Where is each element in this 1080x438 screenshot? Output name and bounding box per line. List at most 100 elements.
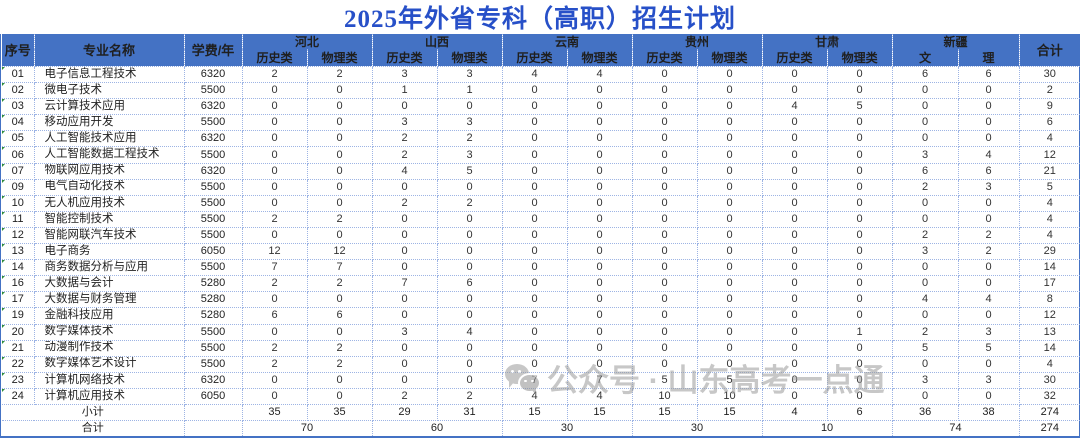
- cell-quota-9: 0: [827, 82, 893, 100]
- cell-quota-9: 1: [827, 324, 893, 341]
- group-total-1: 60: [372, 420, 503, 437]
- cell-row-total: 6: [1019, 114, 1080, 132]
- cell-index: 04: [2, 114, 35, 132]
- comment-marker-icon: [2, 324, 5, 328]
- cell-quota-9: 0: [827, 211, 893, 228]
- cell-quota-4: 0: [502, 195, 568, 212]
- cell-major-name: 金融科技应用: [34, 307, 185, 325]
- cell-index: 16: [2, 275, 35, 293]
- subtotal-value-3: 31: [437, 404, 503, 422]
- cell-quota-8: 0: [762, 82, 828, 100]
- table-frame: 序号 专业名称 学费/年 河北 山西 云南 贵州 甘肃 新疆 合计 历史类 物理…: [0, 34, 1080, 438]
- cell-quota-3: 0: [437, 356, 503, 373]
- cell-fee: 5500: [184, 82, 243, 100]
- cell-quota-10: 0: [892, 82, 959, 100]
- cell-quota-1: 0: [307, 324, 373, 341]
- cell-quota-2: 1: [372, 82, 438, 100]
- cell-quota-0: 2: [242, 356, 308, 373]
- header-sub-guizhou-physics: 物理类: [697, 49, 763, 67]
- subtotal-value-1: 35: [307, 404, 373, 422]
- cell-quota-1: 0: [307, 372, 373, 389]
- cell-quota-2: 4: [372, 163, 438, 180]
- cell-quota-0: 0: [242, 114, 308, 132]
- cell-quota-5: 0: [567, 82, 633, 100]
- subtotal-value-11: 38: [958, 404, 1020, 422]
- cell-quota-1: 0: [307, 179, 373, 196]
- cell-quota-10: 0: [892, 195, 959, 212]
- cell-quota-5: 0: [567, 114, 633, 132]
- cell-quota-10: 3: [892, 243, 959, 261]
- cell-row-total: 4: [1019, 356, 1080, 373]
- comment-marker-icon: [2, 227, 5, 231]
- cell-quota-11: 0: [958, 98, 1020, 116]
- cell-quota-5: 0: [567, 356, 633, 373]
- cell-quota-8: 0: [762, 388, 828, 405]
- cell-quota-11: 0: [958, 82, 1020, 100]
- cell-quota-2: 0: [372, 179, 438, 196]
- cell-major-name: 计算机应用技术: [34, 388, 185, 405]
- cell-quota-10: 0: [892, 388, 959, 405]
- cell-fee: 6320: [184, 98, 243, 116]
- cell-quota-10: 2: [892, 324, 959, 341]
- cell-quota-6: 0: [632, 211, 698, 228]
- cell-quota-9: 0: [827, 66, 893, 84]
- cell-quota-4: 0: [502, 227, 568, 245]
- cell-quota-10: 0: [892, 130, 959, 148]
- cell-major-name: 人工智能数据工程技术: [34, 146, 185, 164]
- cell-quota-11: 6: [958, 66, 1020, 84]
- table-row: 16 大数据与会计 5280 2 2 7 6 0 0 0 0 0 0 0 0 17: [2, 275, 1080, 293]
- table-row: 10 无人机应用技术 5500 0 0 2 2 0 0 0 0 0 0 0 0 4: [2, 195, 1080, 212]
- header-fee: 学费/年: [184, 34, 243, 67]
- cell-quota-3: 2: [437, 130, 503, 148]
- cell-quota-1: 2: [307, 211, 373, 228]
- cell-quota-8: 0: [762, 163, 828, 180]
- table-row: 23 计算机网络技术 6320 0 0 0 0 7 7 5 5 0 0 3 3 30: [2, 372, 1080, 389]
- cell-quota-9: 0: [827, 259, 893, 277]
- grand-total: 274: [1040, 422, 1059, 435]
- comment-marker-icon: [2, 372, 5, 376]
- cell-quota-10: 0: [892, 211, 959, 228]
- cell-fee: 5280: [184, 307, 243, 325]
- cell-index: 12: [2, 227, 35, 245]
- cell-quota-0: 0: [242, 324, 308, 341]
- cell-quota-10: 0: [892, 307, 959, 325]
- table-row: 02 微电子技术 5500 0 0 1 1 0 0 0 0 0 0 0 0 2: [2, 82, 1080, 100]
- cell-quota-2: 3: [372, 114, 438, 132]
- cell-fee: 5500: [184, 259, 243, 277]
- cell-quota-6: 0: [632, 179, 698, 196]
- cell-major-name: 电气自动化技术: [34, 179, 185, 196]
- table-row: 19 金融科技应用 5280 6 6 0 0 0 0 0 0 0 0 0 0 12: [2, 307, 1080, 325]
- cell-fee: 5500: [184, 356, 243, 373]
- cell-quota-2: 2: [372, 130, 438, 148]
- cell-quota-10: 3: [892, 372, 959, 389]
- cell-index: 10: [2, 195, 35, 212]
- cell-quota-3: 0: [437, 227, 503, 245]
- cell-major-name: 智能网联汽车技术: [34, 227, 185, 245]
- cell-quota-4: 0: [502, 275, 568, 293]
- cell-quota-2: 0: [372, 340, 438, 357]
- cell-quota-7: 0: [697, 146, 763, 164]
- subtotal-value-6: 15: [632, 404, 698, 422]
- cell-quota-7: 10: [697, 388, 763, 405]
- cell-quota-11: 0: [958, 259, 1020, 277]
- cell-quota-4: 0: [502, 130, 568, 148]
- cell-major-name: 智能控制技术: [34, 211, 185, 228]
- cell-major-name: 人工智能技术应用: [34, 130, 185, 148]
- cell-quota-6: 5: [632, 372, 698, 389]
- cell-quota-4: 0: [502, 211, 568, 228]
- cell-quota-1: 0: [307, 163, 373, 180]
- cell-quota-3: 6: [437, 275, 503, 293]
- cell-quota-10: 0: [892, 275, 959, 293]
- cell-fee: 5500: [184, 195, 243, 212]
- cell-index: 09: [2, 179, 35, 196]
- cell-quota-5: 0: [567, 275, 633, 293]
- cell-quota-6: 0: [632, 291, 698, 309]
- cell-quota-8: 0: [762, 243, 828, 261]
- cell-quota-8: 0: [762, 324, 828, 341]
- group-total-3: 30: [632, 420, 763, 437]
- cell-quota-5: 0: [567, 307, 633, 325]
- cell-fee: 6050: [184, 388, 243, 405]
- cell-quota-6: 0: [632, 163, 698, 180]
- cell-quota-0: 0: [242, 388, 308, 405]
- cell-quota-11: 4: [958, 146, 1020, 164]
